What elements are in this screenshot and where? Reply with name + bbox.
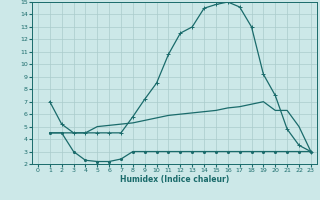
X-axis label: Humidex (Indice chaleur): Humidex (Indice chaleur) bbox=[120, 175, 229, 184]
